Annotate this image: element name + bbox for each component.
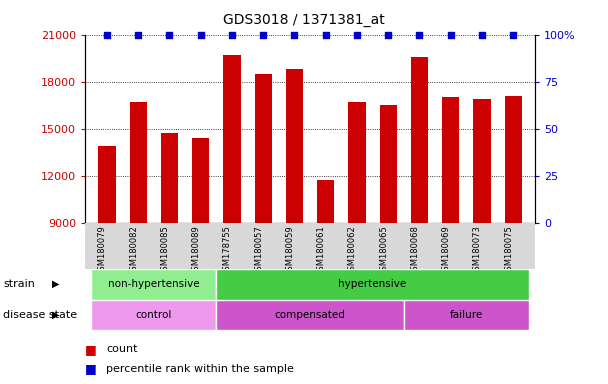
Bar [130, 102, 147, 223]
Point [102, 31, 112, 38]
Point [321, 31, 331, 38]
Bar [348, 102, 365, 223]
Bar [286, 69, 303, 223]
Bar [161, 133, 178, 223]
Point [446, 31, 455, 38]
Text: GSM180075: GSM180075 [504, 225, 513, 276]
Point [508, 31, 518, 38]
Text: GSM180068: GSM180068 [410, 225, 420, 276]
Bar [98, 146, 116, 223]
Text: GSM180059: GSM180059 [286, 225, 294, 276]
Text: ▶: ▶ [52, 310, 59, 320]
Text: ▶: ▶ [52, 279, 59, 289]
Bar [442, 97, 459, 223]
Text: GSM180073: GSM180073 [473, 225, 482, 276]
Bar [192, 138, 209, 223]
Text: GSM180065: GSM180065 [379, 225, 388, 276]
Text: ■: ■ [85, 343, 97, 356]
Text: GSM180089: GSM180089 [192, 225, 201, 276]
Text: GSM180069: GSM180069 [441, 225, 451, 276]
Point [133, 31, 143, 38]
Point [227, 31, 237, 38]
Bar [223, 55, 241, 223]
Text: GSM180079: GSM180079 [98, 225, 107, 276]
Text: non-hypertensive: non-hypertensive [108, 279, 199, 289]
Bar [505, 96, 522, 223]
Text: GDS3018 / 1371381_at: GDS3018 / 1371381_at [223, 13, 385, 27]
Point [289, 31, 299, 38]
Bar [91, 269, 216, 300]
Text: GSM180062: GSM180062 [348, 225, 357, 276]
Text: GSM180061: GSM180061 [317, 225, 326, 276]
Point [196, 31, 206, 38]
Bar [379, 105, 397, 223]
Bar [255, 74, 272, 223]
Text: control: control [136, 310, 172, 320]
Bar [216, 269, 529, 300]
Text: failure: failure [450, 310, 483, 320]
Text: ■: ■ [85, 362, 97, 375]
Text: disease state: disease state [3, 310, 77, 320]
Text: GSM178755: GSM178755 [223, 225, 232, 276]
Text: strain: strain [3, 279, 35, 289]
Bar [91, 300, 216, 330]
Text: compensated: compensated [275, 310, 345, 320]
Text: GSM180085: GSM180085 [161, 225, 170, 276]
Bar [474, 99, 491, 223]
Point [258, 31, 268, 38]
Bar [216, 300, 404, 330]
Bar [411, 56, 428, 223]
Text: count: count [106, 344, 138, 354]
Point [352, 31, 362, 38]
Text: GSM180057: GSM180057 [254, 225, 263, 276]
Point [383, 31, 393, 38]
Bar [404, 300, 529, 330]
Point [477, 31, 487, 38]
Point [415, 31, 424, 38]
Text: hypertensive: hypertensive [339, 279, 407, 289]
Text: GSM180082: GSM180082 [130, 225, 138, 276]
Text: percentile rank within the sample: percentile rank within the sample [106, 364, 294, 374]
Point [165, 31, 174, 38]
Bar [317, 180, 334, 223]
